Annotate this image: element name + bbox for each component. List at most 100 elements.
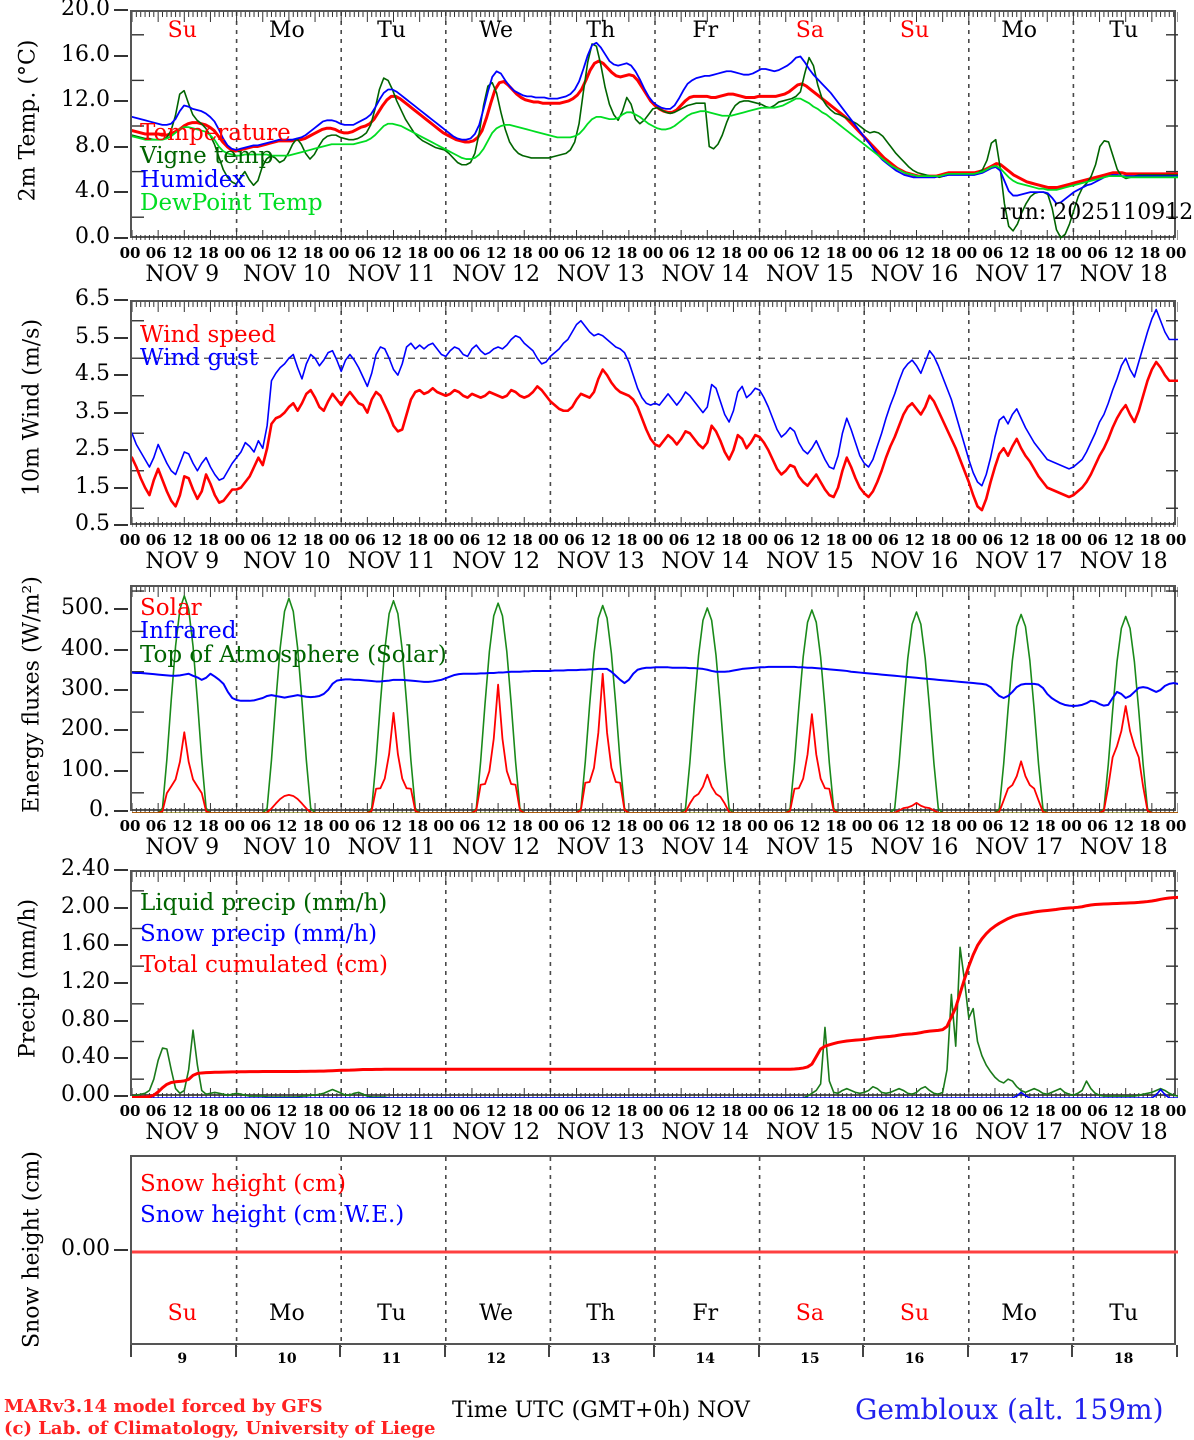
panel-temperature: 2m Temp. (°C) 0.0 4.0 8.0 12.0 16.0 20.0 Su Mo… bbox=[0, 0, 1194, 290]
day-number-label: 9 bbox=[177, 1351, 188, 1367]
hour-tick-label: 12 bbox=[799, 817, 821, 835]
y-tick-label: 4.0 bbox=[75, 178, 110, 204]
hour-tick-label: 06 bbox=[877, 244, 899, 262]
hour-tick-label: 18 bbox=[407, 817, 429, 835]
y-tick-label: 1.5 bbox=[75, 473, 110, 499]
hour-tick-label: 00 bbox=[537, 531, 559, 549]
day-number-label: 11 bbox=[381, 1351, 402, 1367]
day-tick-mark bbox=[653, 1345, 655, 1357]
hour-tick-label: 00 bbox=[119, 817, 141, 835]
date-label: NOV 16 bbox=[870, 549, 959, 574]
hour-tick-label: 00 bbox=[433, 244, 455, 262]
hour-tick-label: 18 bbox=[825, 817, 847, 835]
y-tick-mark bbox=[114, 336, 128, 339]
wind-chart-svg bbox=[132, 302, 1178, 527]
y-tick-mark bbox=[114, 906, 128, 909]
hour-tick-label: 00 bbox=[119, 531, 141, 549]
date-label: NOV 16 bbox=[870, 1120, 959, 1145]
hour-tick-label: 00 bbox=[537, 817, 559, 835]
hour-tick-label: 12 bbox=[904, 1102, 925, 1120]
date-label: NOV 17 bbox=[975, 835, 1063, 860]
hour-tick-label: 18 bbox=[721, 244, 742, 262]
hour-tick-label: 06 bbox=[773, 817, 795, 835]
hour-tick-label: 12 bbox=[904, 531, 925, 549]
hour-tick-label: 00 bbox=[1060, 817, 1082, 835]
hour-tick-label: 12 bbox=[590, 817, 612, 835]
date-label: NOV 9 bbox=[145, 549, 220, 574]
hour-tick-label: 00 bbox=[224, 531, 246, 549]
hour-tick-label: 00 bbox=[1165, 1102, 1187, 1120]
date-label: NOV 10 bbox=[243, 835, 331, 860]
legend-item-temperature: Temperature bbox=[140, 120, 291, 146]
y-tick-label: 0.80 bbox=[61, 1006, 110, 1032]
date-label: NOV 12 bbox=[452, 1120, 540, 1145]
day-tick-mark bbox=[130, 1345, 132, 1357]
panel-precip: Precip (mm/h) 0.00 0.40 0.80 1.20 1.60 2.00 2.… bbox=[0, 858, 1194, 1146]
y-tick-mark bbox=[114, 411, 128, 414]
wind-plot-area bbox=[130, 300, 1176, 525]
hour-tick-label: 06 bbox=[877, 531, 899, 549]
legend-item-wind-gust: Wind gust bbox=[140, 345, 259, 372]
hour-tick-label: 12 bbox=[590, 244, 612, 262]
panel-energy-fluxes: Energy fluxes (W/m²) 0. 100. 200. 300. 400. 5… bbox=[0, 575, 1194, 860]
y-tick-mark bbox=[114, 1249, 128, 1251]
hour-tick-label: 00 bbox=[433, 1102, 455, 1120]
hour-tick-label: 12 bbox=[485, 817, 507, 835]
legend-item-snow-height: Snow height (cm) bbox=[140, 1171, 346, 1197]
legend-item-liquid-precip: Liquid precip (mm/h) bbox=[140, 890, 388, 916]
weekday-label: We bbox=[479, 1301, 514, 1326]
hour-tick-label: 00 bbox=[1165, 244, 1187, 262]
date-label: NOV 11 bbox=[347, 1120, 436, 1145]
day-tick-mark bbox=[548, 1345, 551, 1357]
hour-tick-label: 00 bbox=[747, 531, 769, 549]
hour-tick-label: 18 bbox=[407, 531, 429, 549]
hour-tick-label: 18 bbox=[511, 1102, 533, 1120]
hour-tick-label: 00 bbox=[1165, 817, 1187, 835]
precip-chart-svg bbox=[132, 872, 1178, 1098]
y-tick-mark bbox=[114, 688, 128, 691]
hour-tick-label: 12 bbox=[171, 531, 193, 549]
hour-tick-label: 00 bbox=[433, 531, 455, 549]
hour-tick-label: 06 bbox=[877, 817, 899, 835]
hour-tick-label: 06 bbox=[564, 817, 585, 835]
hour-tick-label: 18 bbox=[198, 531, 219, 549]
energy-chart-svg bbox=[132, 587, 1178, 813]
date-label: NOV 13 bbox=[556, 262, 645, 287]
hour-tick-label: 18 bbox=[616, 817, 638, 835]
hour-tick-label: 12 bbox=[171, 244, 193, 262]
y-tick-mark bbox=[114, 374, 128, 376]
hour-tick-label: 00 bbox=[747, 817, 769, 835]
y-tick-mark bbox=[114, 449, 128, 451]
date-label: NOV 18 bbox=[1079, 262, 1168, 287]
y-tick-mark bbox=[114, 608, 128, 611]
hour-tick-label: 00 bbox=[642, 817, 664, 835]
hour-tick-label: 12 bbox=[694, 817, 716, 835]
footer-copyright-line: (c) Lab. of Climatology, University of L… bbox=[4, 1418, 436, 1439]
hour-tick-label: 00 bbox=[851, 244, 873, 262]
hour-tick-label: 12 bbox=[590, 531, 612, 549]
y-tick-mark bbox=[114, 869, 128, 871]
hour-tick-label: 00 bbox=[119, 1102, 141, 1120]
weekday-label: Tu bbox=[1109, 18, 1139, 43]
hour-tick-label: 12 bbox=[381, 531, 402, 549]
hour-tick-label: 12 bbox=[1008, 244, 1030, 262]
y-tick-mark bbox=[114, 54, 128, 57]
hour-tick-label: 12 bbox=[276, 244, 298, 262]
hour-tick-label: 00 bbox=[224, 1102, 246, 1120]
hour-tick-label: 18 bbox=[1139, 817, 1161, 835]
date-label: NOV 13 bbox=[556, 549, 645, 574]
precip-legend: Liquid precip (mm/h) Snow precip (mm/h) … bbox=[140, 888, 388, 981]
day-number-label: 13 bbox=[590, 1351, 611, 1367]
y-tick-label: 500. bbox=[61, 595, 110, 621]
hour-tick-label: 18 bbox=[302, 531, 324, 549]
y-tick-mark bbox=[114, 648, 128, 651]
y-tick-label: 0.0 bbox=[75, 224, 110, 249]
hour-tick-label: 00 bbox=[537, 1102, 559, 1120]
y-tick-label: 6.5 bbox=[75, 286, 110, 311]
y-tick-mark bbox=[114, 769, 128, 772]
hour-tick-label: 12 bbox=[276, 1102, 298, 1120]
y-tick-label: 0.5 bbox=[75, 511, 110, 536]
hour-tick-label: 00 bbox=[537, 244, 559, 262]
hour-tick-label: 06 bbox=[145, 244, 167, 262]
y-tick-mark bbox=[114, 524, 128, 526]
